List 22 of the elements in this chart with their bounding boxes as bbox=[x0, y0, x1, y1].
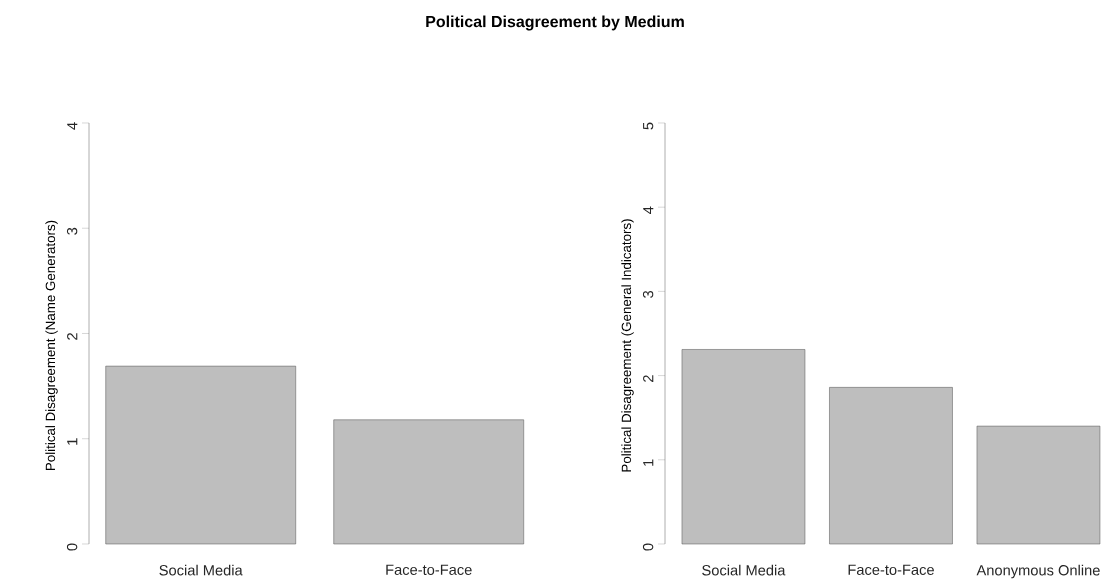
bar bbox=[976, 425, 1101, 545]
y-tick-label: 3 bbox=[66, 227, 78, 235]
y-tick-label: 3 bbox=[642, 290, 654, 298]
y-axis-title: Political Disagreement (General Indicators) bbox=[621, 219, 634, 472]
y-tick-label: 2 bbox=[643, 375, 654, 382]
y-tick-label: 0 bbox=[66, 543, 78, 551]
bar bbox=[681, 349, 806, 545]
x-tick-label: Anonymous Online bbox=[976, 564, 1100, 579]
y-tick-label: 5 bbox=[643, 122, 654, 130]
y-tick-label: 4 bbox=[643, 206, 654, 214]
x-tick-label: Social Media bbox=[159, 564, 243, 576]
y-tick-label: 1 bbox=[643, 459, 654, 466]
x-tick-label: Face-to-Face bbox=[848, 564, 934, 575]
x-tick-label: Face-to-Face bbox=[386, 564, 472, 575]
x-tick-label: Social Media bbox=[702, 564, 786, 576]
y-tick-label: 2 bbox=[67, 333, 78, 340]
chart-title: Political Disagreement by Medium bbox=[426, 15, 684, 31]
y-axis-title: Political Disagreement (Name Generators) bbox=[45, 220, 58, 470]
y-tick-label: 4 bbox=[67, 122, 78, 130]
bar bbox=[829, 387, 953, 545]
y-tick-label: 0 bbox=[642, 543, 654, 551]
y-tick-label: 1 bbox=[67, 438, 78, 445]
